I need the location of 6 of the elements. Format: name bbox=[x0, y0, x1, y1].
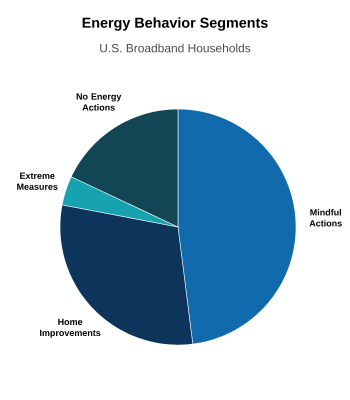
chart-subtitle: U.S. Broadband Households bbox=[100, 44, 250, 52]
slice-label: Home Improvements bbox=[40, 318, 100, 338]
chart-title: Energy Behavior Segments bbox=[82, 17, 268, 31]
slice-label: Extreme Measures bbox=[17, 172, 58, 190]
slice-label: Mindful Actions bbox=[309, 208, 342, 226]
slice-label: No Energy Actions bbox=[76, 93, 122, 111]
